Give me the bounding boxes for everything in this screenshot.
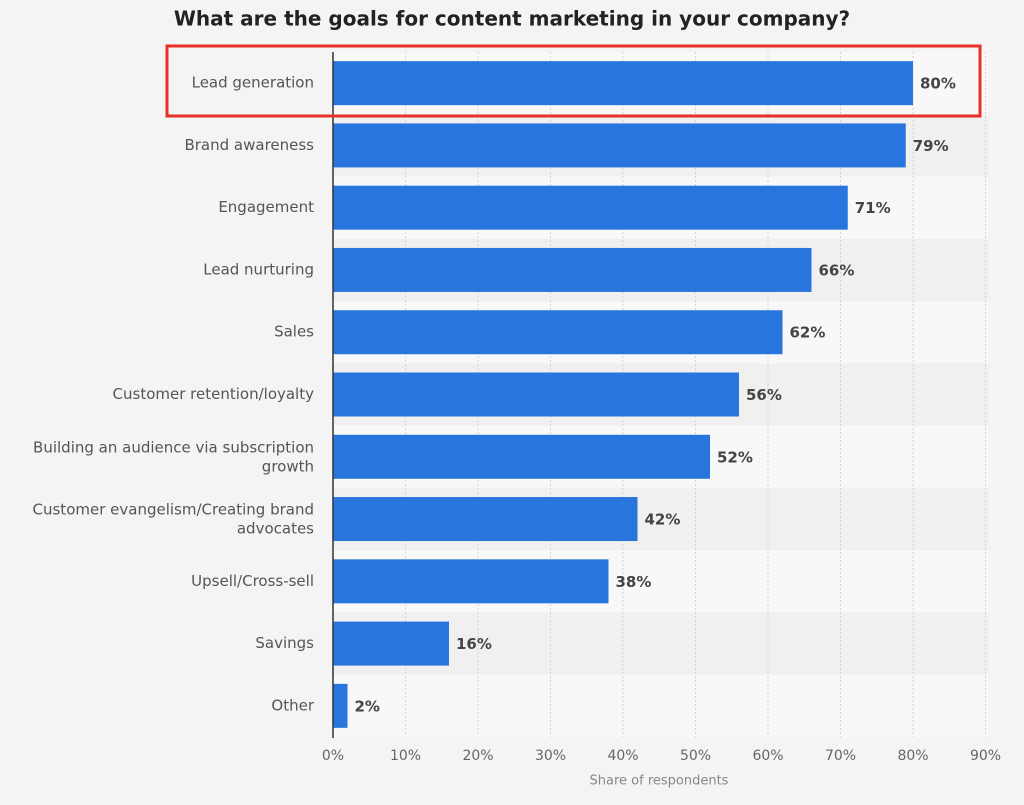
bar [333,123,906,168]
x-tick-label: 80% [897,748,928,764]
x-axis-title: Share of respondents [590,774,729,789]
y-tick-label: Customer evangelism/Creating brand advoca… [33,500,315,537]
highlight-box [165,44,982,118]
y-tick-label: Building an audience via subscription gro… [33,438,314,475]
x-tick-label: 40% [607,748,638,764]
chart-title: What are the goals for content marketing… [174,7,850,31]
x-tick-label: 20% [462,748,493,764]
value-label: 42% [645,511,681,529]
value-label: 71% [855,199,891,217]
y-tick-label: Lead generation [192,74,314,92]
y-tick-label: Brand awareness [184,136,314,154]
x-tick-label: 30% [535,748,566,764]
value-label: 52% [717,448,753,466]
bar [333,247,812,292]
x-tick-label: 10% [390,748,421,764]
value-label: 16% [456,635,492,653]
y-tick-label: Upsell/Cross-sell [191,572,314,590]
marks: Lead generation 80% Brand awareness 79% Enga… [33,61,956,728]
x-tick-label: 0% [322,748,344,764]
bar [333,434,710,479]
grid: 0% 10% 20% 30% 40% 50% 60% 70% 80% 90% [322,52,1001,764]
value-label: 62% [790,324,826,342]
y-tick-label: Savings [255,634,314,652]
value-label: 79% [913,137,949,155]
bar [333,310,783,355]
y-tick-label: Engagement [218,198,314,216]
row-band [333,674,989,737]
value-label: 80% [920,75,956,93]
bar [333,185,848,230]
bar [333,683,348,728]
y-tick-label: Lead nurturing [203,260,314,278]
x-tick-label: 50% [680,748,711,764]
bar [333,497,638,542]
y-tick-label: Customer retention/loyalty [113,385,315,403]
value-label: 56% [746,386,782,404]
value-label: 2% [355,697,380,715]
x-tick-label: 70% [825,748,856,764]
value-label: 66% [819,261,855,279]
y-tick-label: Sales [274,323,314,341]
bar [333,61,913,106]
bar [333,559,609,604]
value-label: 38% [616,573,652,591]
bar [333,372,739,417]
x-tick-label: 90% [970,748,1001,764]
bar [333,621,449,666]
y-tick-label: Other [271,696,314,714]
x-tick-label: 60% [752,748,783,764]
